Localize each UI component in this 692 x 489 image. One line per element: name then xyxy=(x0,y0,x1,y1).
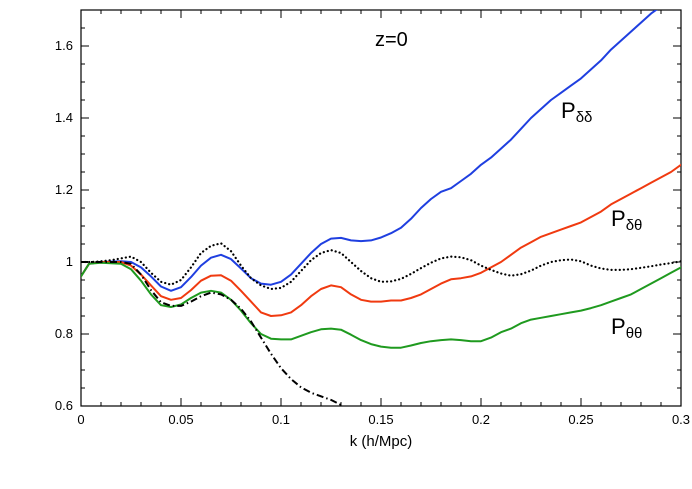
annotation-redshift: z=0 xyxy=(375,29,408,51)
y-tick-label: 1 xyxy=(66,254,73,269)
y-tick-label: 1.6 xyxy=(55,38,73,53)
y-tick-label: 1.4 xyxy=(55,110,73,125)
x-tick-label: 0.3 xyxy=(672,412,690,427)
annotation-p-dd: Pδδ xyxy=(561,98,592,126)
series-line-p-dt xyxy=(81,163,681,317)
x-axis-label: k (h/Mpc) xyxy=(350,433,413,450)
axis-ticks xyxy=(80,9,682,407)
x-tick-label: 0.2 xyxy=(472,412,490,427)
annotations: z=0 Pδδ Pδθ Pθθ xyxy=(375,29,642,342)
series-group xyxy=(81,10,681,406)
series-line-p-tt xyxy=(81,261,681,349)
annotation-p-tt: Pθθ xyxy=(611,314,642,342)
y-tick-label: 0.6 xyxy=(55,398,73,413)
x-tick-label: 0.25 xyxy=(568,412,593,427)
tick-labels: 0 0.05 0.1 0.15 0.2 0.25 0.3 0.6 0.8 1 1.2 1.4 1.6 xyxy=(55,38,690,427)
x-tick-label: 0 xyxy=(77,412,84,427)
series-line-dotted xyxy=(81,242,681,291)
x-tick-label: 0.15 xyxy=(368,412,393,427)
x-tick-label: 0.1 xyxy=(272,412,290,427)
y-tick-label: 1.2 xyxy=(55,182,73,197)
series-line-dashdot xyxy=(81,261,342,406)
series-line-p-dd xyxy=(81,10,658,292)
y-tick-label: 0.8 xyxy=(55,326,73,341)
x-tick-label: 0.05 xyxy=(168,412,193,427)
annotation-p-dt: Pδθ xyxy=(611,206,642,234)
